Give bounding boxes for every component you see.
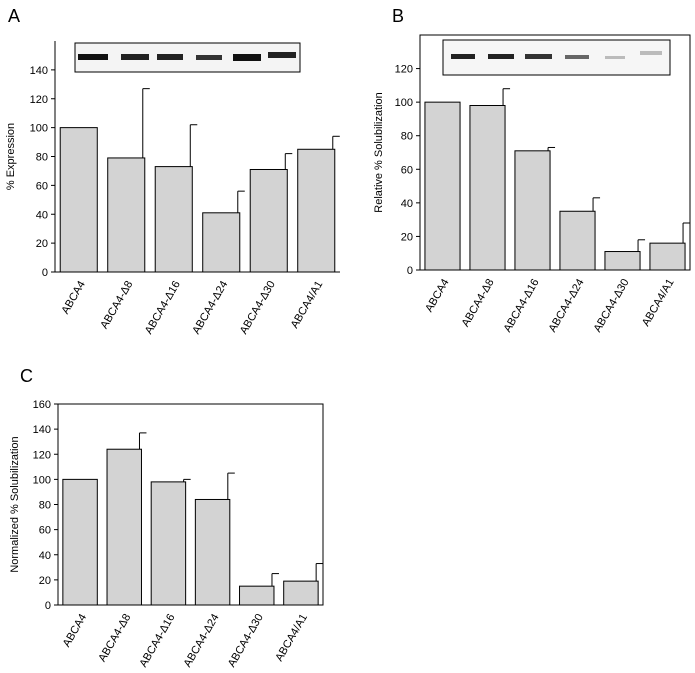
blot-a	[74, 42, 301, 73]
blot-band	[640, 51, 662, 55]
bar	[194, 498, 231, 606]
plot-frame	[57, 403, 324, 606]
y-axis-label: Normalized % Solubilization	[9, 436, 21, 572]
x-tick-label: ABCA4-Δ8	[460, 277, 497, 329]
blot-band	[157, 54, 183, 60]
blot-band	[605, 56, 625, 59]
y-tick-label: 100	[395, 97, 413, 109]
x-tick-label: ABCA4-Δ8	[96, 612, 133, 664]
blot-band	[451, 54, 475, 59]
x-tick-label: ABCA4-Δ24	[190, 279, 230, 336]
x-tick-label: ABCA4-Δ24	[547, 277, 587, 334]
x-tick-label: ABCA4-Δ30	[592, 277, 632, 334]
y-tick-label: 80	[36, 152, 48, 164]
x-tick-label: ABCA4/A1	[273, 612, 310, 664]
bar	[106, 448, 142, 606]
y-tick-label: 120	[33, 449, 51, 461]
y-tick-label: 80	[39, 500, 51, 512]
y-tick-label: 80	[401, 131, 413, 143]
y-tick-label: 20	[36, 238, 48, 250]
panel-letter: B	[392, 6, 404, 26]
bar	[283, 580, 319, 606]
y-tick-label: 120	[395, 64, 413, 76]
x-tick-label: ABCA4	[61, 612, 89, 649]
bar	[154, 166, 193, 273]
y-tick-label: 0	[407, 265, 413, 277]
y-tick-label: 120	[30, 94, 48, 106]
bar	[150, 481, 187, 606]
bar	[559, 210, 596, 271]
bar	[59, 127, 98, 273]
x-tick-label: ABCA4/A1	[289, 279, 326, 331]
blot-band	[233, 54, 261, 61]
blot-band	[488, 54, 514, 59]
bar	[469, 105, 506, 271]
x-tick-label: ABCA4-Δ16	[143, 279, 183, 336]
blot-band	[268, 52, 296, 58]
y-tick-label: 60	[39, 525, 51, 537]
x-tick-label: ABCA4	[59, 279, 87, 316]
x-tick-label: ABCA4-Δ30	[238, 279, 278, 336]
panel-letter: C	[20, 366, 33, 386]
blot-frame	[74, 42, 301, 73]
y-tick-label: 0	[45, 600, 51, 612]
bar	[249, 168, 288, 273]
y-tick-label: 100	[30, 123, 48, 135]
blot-band	[196, 55, 222, 60]
y-tick-label: 20	[401, 231, 413, 243]
bar	[107, 157, 146, 273]
panel-letter: A	[8, 6, 20, 26]
y-tick-label: 40	[39, 550, 51, 562]
bar	[514, 150, 551, 271]
y-axis-label: % Expression	[5, 123, 17, 190]
bar	[424, 101, 461, 271]
x-tick-label: ABCA4-Δ8	[98, 279, 135, 331]
blot-band	[525, 54, 552, 59]
bar	[202, 212, 241, 273]
x-tick-label: ABCA4-Δ30	[226, 612, 266, 669]
bar	[62, 478, 98, 606]
x-tick-label: ABCA4/A1	[640, 277, 677, 329]
blot-b	[442, 39, 671, 76]
x-tick-label: ABCA4-Δ16	[502, 277, 542, 334]
y-tick-label: 100	[33, 474, 51, 486]
bar	[604, 251, 641, 271]
y-tick-label: 20	[39, 575, 51, 587]
y-tick-label: 60	[401, 164, 413, 176]
y-tick-label: 0	[42, 267, 48, 279]
x-tick-label: ABCA4-Δ16	[137, 612, 177, 669]
blot-band	[565, 55, 589, 59]
y-tick-label: 140	[30, 65, 48, 77]
x-tick-label: ABCA4	[423, 277, 451, 314]
y-tick-label: 60	[36, 180, 48, 192]
y-axis-label: Relative % Solubilization	[373, 92, 385, 212]
blot-frame	[442, 39, 671, 76]
blot-band	[121, 54, 149, 60]
blot-band	[78, 54, 108, 60]
y-tick-label: 140	[33, 424, 51, 436]
bar	[297, 148, 336, 273]
bar	[649, 242, 686, 271]
y-tick-label: 40	[36, 209, 48, 221]
bar	[239, 585, 275, 606]
y-tick-label: 40	[401, 198, 413, 210]
y-tick-label: 160	[33, 399, 51, 411]
plot-frame	[419, 34, 691, 271]
x-tick-label: ABCA4-Δ24	[182, 612, 222, 669]
